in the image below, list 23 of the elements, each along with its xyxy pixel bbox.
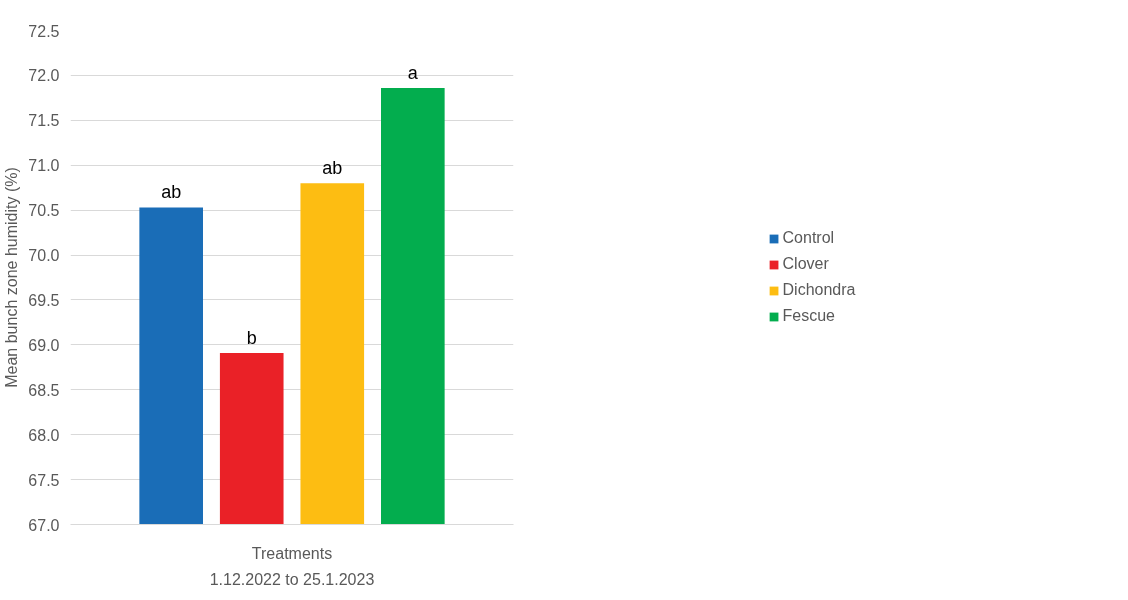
y-tick-label: 69.0 xyxy=(28,336,60,354)
y-tick-label: 68.0 xyxy=(28,426,60,444)
y-tick-label: 67.0 xyxy=(28,516,60,534)
y-tick-label: 70.5 xyxy=(28,202,60,220)
y-axis-title: Mean bunch zone humidity (%) xyxy=(3,167,21,388)
legend-label: Clover xyxy=(782,255,829,273)
data-label: b xyxy=(246,327,257,348)
y-tick-label: 71.5 xyxy=(28,112,60,130)
y-tick-label: 72.0 xyxy=(28,67,60,85)
legend-label: Dichondra xyxy=(782,281,856,299)
data-label: ab xyxy=(161,182,182,203)
data-label: a xyxy=(407,62,419,83)
data-label: ab xyxy=(322,158,343,179)
y-tick-label: 71.0 xyxy=(28,157,60,175)
y-tick-label: 69.5 xyxy=(28,291,60,309)
legend-label: Control xyxy=(782,229,835,247)
y-tick-label: 70.0 xyxy=(28,247,60,265)
x-axis-title: 1.12.2022 to 25.1.2023 xyxy=(209,570,375,588)
y-tick-label: 72.5 xyxy=(28,22,60,40)
y-tick-label: 67.5 xyxy=(28,471,60,489)
x-tick-label: Treatments xyxy=(251,544,333,562)
y-tick-label: 68.5 xyxy=(28,381,60,399)
legend-label: Fescue xyxy=(782,307,835,325)
